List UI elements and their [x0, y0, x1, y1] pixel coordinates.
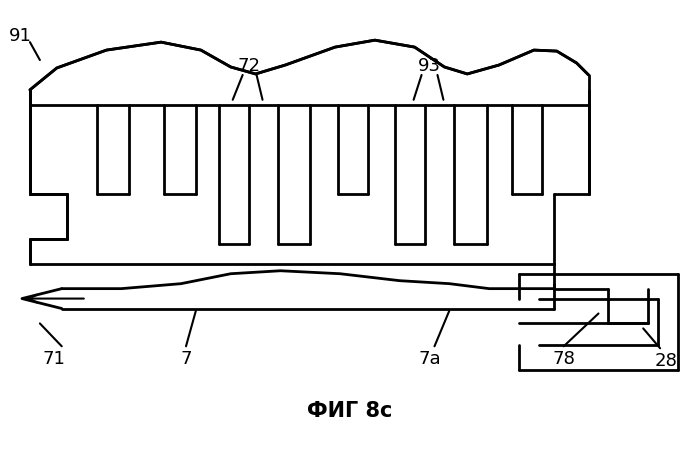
- Text: 91: 91: [8, 27, 32, 45]
- Text: 7a: 7a: [418, 349, 441, 367]
- Text: 93: 93: [418, 57, 441, 75]
- Text: 78: 78: [552, 349, 575, 367]
- Text: 7: 7: [180, 349, 192, 367]
- Text: 28: 28: [654, 352, 678, 369]
- Text: 72: 72: [237, 57, 260, 75]
- Text: 71: 71: [43, 349, 65, 367]
- Text: ФИГ 8c: ФИГ 8c: [307, 400, 393, 420]
